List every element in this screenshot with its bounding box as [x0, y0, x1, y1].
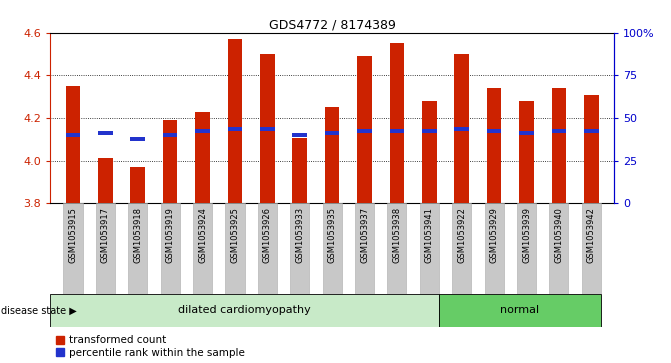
Text: GSM1053917: GSM1053917 [101, 207, 110, 263]
Bar [584, 129, 599, 133]
Text: GSM1053942: GSM1053942 [587, 207, 596, 263]
Bar [454, 54, 469, 203]
Text: GSM1053915: GSM1053915 [68, 207, 77, 263]
Bar [66, 86, 81, 203]
Text: GSM1053933: GSM1053933 [295, 207, 304, 263]
Bar [487, 88, 501, 203]
Bar [325, 131, 340, 135]
Text: GSM1053926: GSM1053926 [263, 207, 272, 263]
Text: GSM1053939: GSM1053939 [522, 207, 531, 263]
Bar [227, 39, 242, 203]
Bar [98, 159, 113, 203]
Bar [195, 111, 210, 203]
Text: GSM1053925: GSM1053925 [230, 207, 240, 263]
Bar [98, 131, 113, 135]
Bar [130, 167, 145, 203]
Text: dilated cardiomyopathy: dilated cardiomyopathy [178, 305, 311, 315]
Bar [357, 56, 372, 203]
Text: GSM1053922: GSM1053922 [457, 207, 466, 263]
FancyBboxPatch shape [323, 203, 342, 294]
Bar [519, 131, 534, 135]
Bar [552, 129, 566, 133]
FancyBboxPatch shape [290, 203, 309, 294]
Bar [130, 137, 145, 142]
Bar [66, 133, 81, 137]
Title: GDS4772 / 8174389: GDS4772 / 8174389 [268, 19, 396, 32]
Bar [163, 133, 177, 137]
Text: disease state ▶: disease state ▶ [1, 305, 76, 315]
FancyBboxPatch shape [484, 203, 504, 294]
FancyBboxPatch shape [160, 203, 180, 294]
Bar [390, 43, 404, 203]
Bar [195, 129, 210, 133]
Text: GSM1053929: GSM1053929 [490, 207, 499, 263]
Legend: transformed count, percentile rank within the sample: transformed count, percentile rank withi… [56, 335, 245, 358]
Bar [552, 88, 566, 203]
Text: GSM1053918: GSM1053918 [134, 207, 142, 263]
Text: GSM1053938: GSM1053938 [393, 207, 401, 263]
Text: GSM1053941: GSM1053941 [425, 207, 434, 263]
FancyBboxPatch shape [517, 203, 536, 294]
FancyBboxPatch shape [387, 203, 407, 294]
Text: GSM1053935: GSM1053935 [327, 207, 337, 263]
Bar [390, 129, 404, 133]
FancyBboxPatch shape [225, 203, 244, 294]
FancyBboxPatch shape [258, 203, 277, 294]
Text: GSM1053940: GSM1053940 [554, 207, 564, 263]
Bar [163, 120, 177, 203]
FancyBboxPatch shape [420, 203, 439, 294]
Bar [519, 101, 534, 203]
Bar [454, 126, 469, 131]
FancyBboxPatch shape [193, 203, 212, 294]
FancyBboxPatch shape [355, 203, 374, 294]
Bar [422, 129, 437, 133]
Text: GSM1053919: GSM1053919 [166, 207, 174, 263]
FancyBboxPatch shape [96, 203, 115, 294]
Text: normal: normal [501, 305, 539, 315]
Bar [325, 107, 340, 203]
Bar [227, 126, 242, 131]
Bar [260, 126, 274, 131]
Bar [357, 129, 372, 133]
Bar [293, 138, 307, 203]
FancyBboxPatch shape [439, 294, 601, 327]
FancyBboxPatch shape [64, 203, 83, 294]
Bar [260, 54, 274, 203]
Text: GSM1053924: GSM1053924 [198, 207, 207, 263]
Bar [293, 133, 307, 137]
Text: GSM1053937: GSM1053937 [360, 207, 369, 263]
Bar [487, 129, 501, 133]
FancyBboxPatch shape [50, 294, 439, 327]
Bar [584, 94, 599, 203]
FancyBboxPatch shape [452, 203, 471, 294]
FancyBboxPatch shape [582, 203, 601, 294]
FancyBboxPatch shape [128, 203, 148, 294]
FancyBboxPatch shape [550, 203, 568, 294]
Bar [422, 101, 437, 203]
